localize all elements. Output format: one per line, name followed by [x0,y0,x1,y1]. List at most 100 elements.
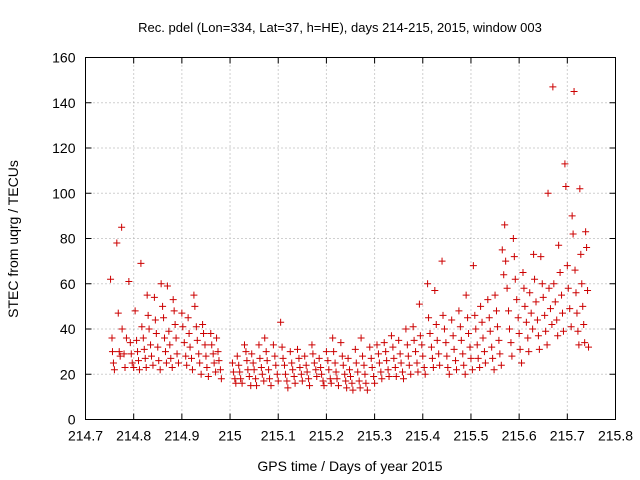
data-point [382,348,390,356]
data-point [209,350,217,358]
data-point [360,361,368,369]
data-point [320,382,328,390]
grid [85,57,616,420]
y-axis-label: STEC from uqrg / TECUs [5,160,21,318]
data-point [250,366,258,374]
data-point [412,348,420,356]
data-point [496,350,504,358]
x-tick-label: 215.7 [550,428,585,444]
data-point [466,343,474,351]
data-point [444,363,452,371]
data-point [339,361,347,369]
data-point [457,336,465,344]
x-tick-labels: 214.7 214.8 214.9 215 215.1 215.2 215.3 215.4 21… [68,428,633,444]
data-point [344,354,352,362]
data-point [485,314,493,322]
data-point [378,375,386,383]
data-point [133,336,141,344]
data-point [204,373,212,381]
data-point [544,189,552,197]
data-point [467,354,475,362]
data-point [535,345,543,353]
data-point [521,302,529,310]
data-point [513,296,521,304]
data-point [235,361,243,369]
data-point [471,311,479,319]
data-point [524,334,532,342]
data-point [143,291,151,299]
data-point [554,332,562,340]
y-tick-label: 160 [52,50,76,66]
data-point [354,368,362,376]
data-point [503,284,511,292]
x-tick-label: 215.4 [405,428,440,444]
data-point [529,325,537,333]
data-point [495,336,503,344]
data-point [315,354,323,362]
data-point [414,368,422,376]
data-point [191,302,199,310]
y-tick-label: 80 [60,231,76,247]
data-point [402,325,410,333]
data-point [324,357,332,365]
data-point [214,348,222,356]
data-point [174,359,182,367]
data-point [118,325,126,333]
x-axis-label: GPS time / Days of year 2015 [257,458,442,474]
data-point [488,343,496,351]
data-point [370,373,378,381]
data-point [421,370,429,378]
data-point [533,316,541,324]
data-point [501,221,509,229]
data-point [559,327,567,335]
data-point [310,359,318,367]
data-point [486,327,494,335]
data-point [347,373,354,381]
data-point [397,359,405,367]
data-point [286,348,294,356]
data-point [428,354,436,362]
data-point [469,262,477,270]
data-point [288,359,296,367]
data-point [511,275,519,283]
data-point [131,307,139,315]
data-point [502,257,510,265]
data-point [263,357,271,365]
data-point [431,287,439,295]
data-point [476,363,484,371]
data-point [262,348,270,356]
data-point [534,332,542,340]
data-point [374,350,382,358]
data-point [298,377,306,385]
data-point [199,320,207,328]
data-point [519,268,527,276]
x-tick-label: 215 [218,428,242,444]
data-point [271,352,279,360]
y-tick-label: 40 [60,321,76,337]
data-point [449,332,457,340]
data-point [308,341,316,349]
data-point [435,350,443,358]
data-point [242,348,250,356]
data-point [514,314,522,322]
data-point [472,325,480,333]
data-points [107,83,593,394]
data-point [272,361,280,369]
data-point [424,280,432,288]
data-point [368,363,376,371]
data-point [313,373,321,381]
data-point [555,241,563,249]
data-point [278,343,286,351]
data-point [216,366,224,374]
data-point [302,361,310,369]
data-point [461,370,469,378]
data-point [236,368,244,376]
data-point [243,357,251,365]
data-point [200,330,208,338]
data-point [443,352,451,360]
data-point [265,366,273,374]
data-point [556,268,564,276]
data-point [452,357,460,365]
data-point [138,323,146,331]
data-point [331,359,339,367]
